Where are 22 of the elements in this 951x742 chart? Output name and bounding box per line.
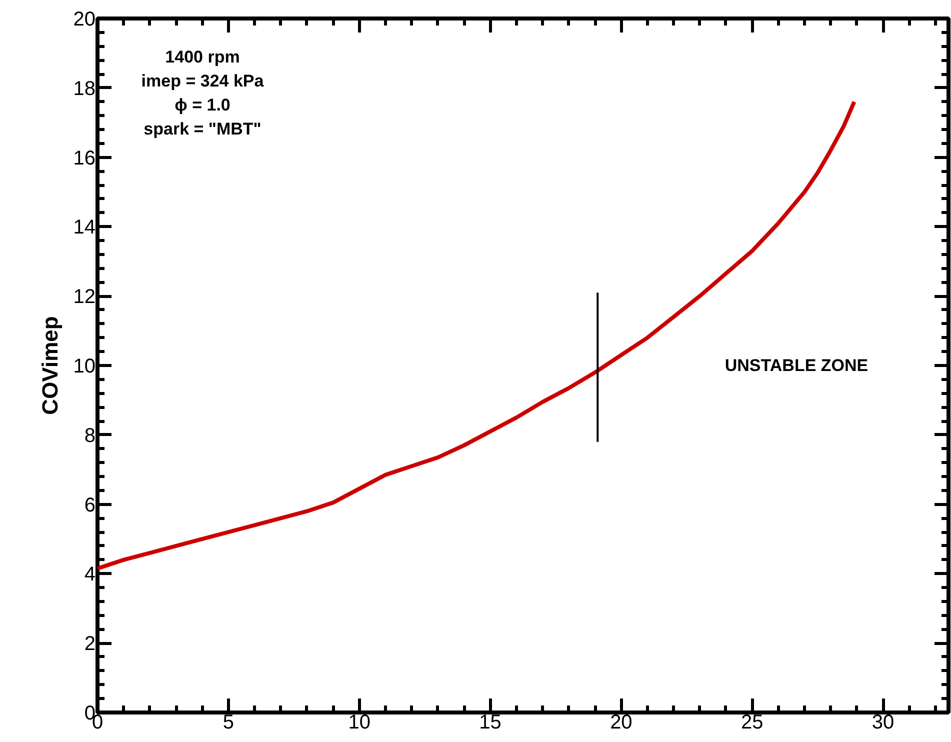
y-tick-label: 6 (84, 494, 96, 516)
y-tick-label: 14 (73, 216, 96, 239)
x-tick-label: 5 (222, 712, 234, 734)
y-tick-label: 4 (84, 564, 96, 586)
x-tick-label: 25 (740, 712, 764, 734)
annotation: UNSTABLE ZONE (724, 356, 868, 375)
y-tick-label: 8 (84, 424, 96, 447)
x-tick-label: 15 (479, 712, 502, 734)
annotation: spark = "MBT" (144, 120, 262, 138)
y-tick-label: 10 (73, 356, 96, 378)
y-tick-label: 18 (73, 78, 96, 100)
annotation: imep = 324 kPa (141, 72, 264, 90)
x-tick-label: 10 (348, 712, 370, 734)
y-tick-label: 20 (73, 8, 96, 30)
x-tick-label: 30 (872, 712, 894, 734)
y-tick-label: 2 (84, 633, 96, 656)
y-tick-label: 16 (73, 147, 96, 170)
y-tick-label: 12 (73, 286, 96, 308)
y-axis-title: COVimep (37, 316, 62, 415)
x-tick-label: 20 (610, 712, 632, 734)
annotation: ϕ = 1.0 (174, 96, 230, 114)
annotation: 1400 rpm (165, 48, 240, 66)
